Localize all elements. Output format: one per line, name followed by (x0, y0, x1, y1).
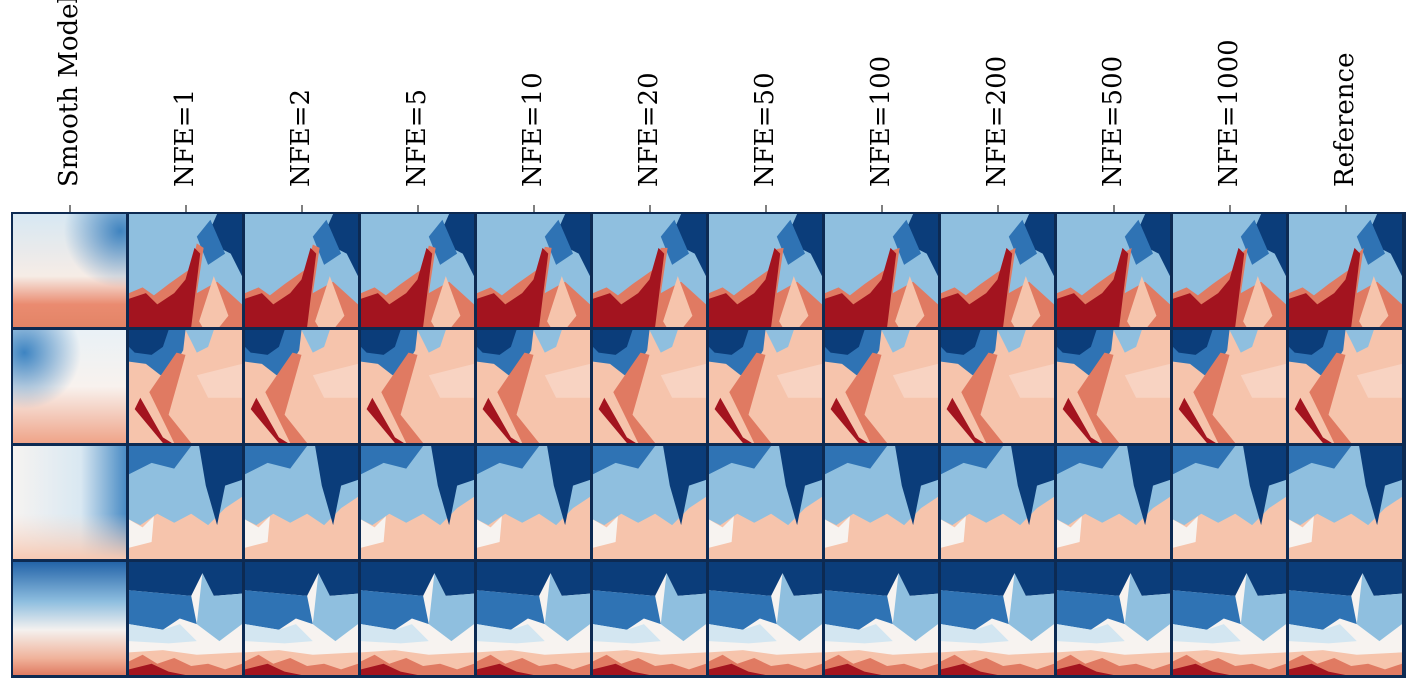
column-label: NFE=2 (286, 89, 316, 187)
panel (245, 562, 358, 675)
column-label: NFE=5 (402, 89, 432, 187)
panel (13, 330, 126, 443)
nfe-column (1173, 214, 1286, 675)
panel (825, 214, 938, 327)
panel (1289, 562, 1402, 675)
column-label: NFE=50 (750, 72, 780, 187)
panel (593, 562, 706, 675)
nfe-column (709, 214, 822, 675)
column-labels: Smooth Model NFE=1 NFE=2 NFE=5 NFE=10 NF… (54, 0, 1360, 187)
panel (13, 446, 126, 559)
column-label: NFE=1000 (1214, 39, 1244, 187)
panel (477, 330, 590, 443)
panel (709, 562, 822, 675)
nfe-column (593, 214, 706, 675)
column-ticks (69, 205, 1347, 212)
nfe-column (477, 214, 590, 675)
panel (941, 330, 1054, 443)
panel (1173, 562, 1286, 675)
panel (1057, 330, 1170, 443)
panel (129, 562, 242, 675)
panel (593, 330, 706, 443)
nfe-column (361, 214, 474, 675)
panel (361, 330, 474, 443)
panel (13, 562, 126, 675)
panel (941, 446, 1054, 559)
column-label: NFE=10 (518, 72, 548, 187)
column-label: NFE=500 (1098, 56, 1128, 187)
column-label: Reference (1330, 53, 1360, 187)
nfe-column (825, 214, 938, 675)
panel (1173, 214, 1286, 327)
panel (941, 214, 1054, 327)
panel (129, 446, 242, 559)
panel (593, 214, 706, 327)
panel (13, 214, 126, 327)
panel (129, 330, 242, 443)
panel (1289, 446, 1402, 559)
panel (477, 562, 590, 675)
panel (361, 214, 474, 327)
panel (825, 562, 938, 675)
column-label: Smooth Model (54, 0, 84, 187)
nfe-column (941, 214, 1054, 675)
panel (709, 446, 822, 559)
panel (709, 330, 822, 443)
panel (1057, 446, 1170, 559)
column-label: NFE=1 (170, 89, 200, 187)
nfe-column (129, 214, 242, 675)
panel (361, 446, 474, 559)
panel (1173, 446, 1286, 559)
panel (1057, 562, 1170, 675)
nfe-column (245, 214, 358, 675)
nfe-column (1057, 214, 1170, 675)
panel (709, 214, 822, 327)
panel (245, 214, 358, 327)
panel (477, 446, 590, 559)
panel (825, 446, 938, 559)
column-label: NFE=200 (982, 56, 1012, 187)
panel (941, 562, 1054, 675)
panel (129, 214, 242, 327)
panel (477, 214, 590, 327)
panel (825, 330, 938, 443)
column-label: NFE=100 (866, 56, 896, 187)
column-label: NFE=20 (634, 72, 664, 187)
panel (1173, 330, 1286, 443)
panel (245, 446, 358, 559)
nfe-column (1289, 214, 1402, 675)
panel (1057, 214, 1170, 327)
smooth-model-column (13, 214, 126, 675)
panel (1289, 214, 1402, 327)
panel (593, 446, 706, 559)
panel (245, 330, 358, 443)
panel (361, 562, 474, 675)
panel (1289, 330, 1402, 443)
